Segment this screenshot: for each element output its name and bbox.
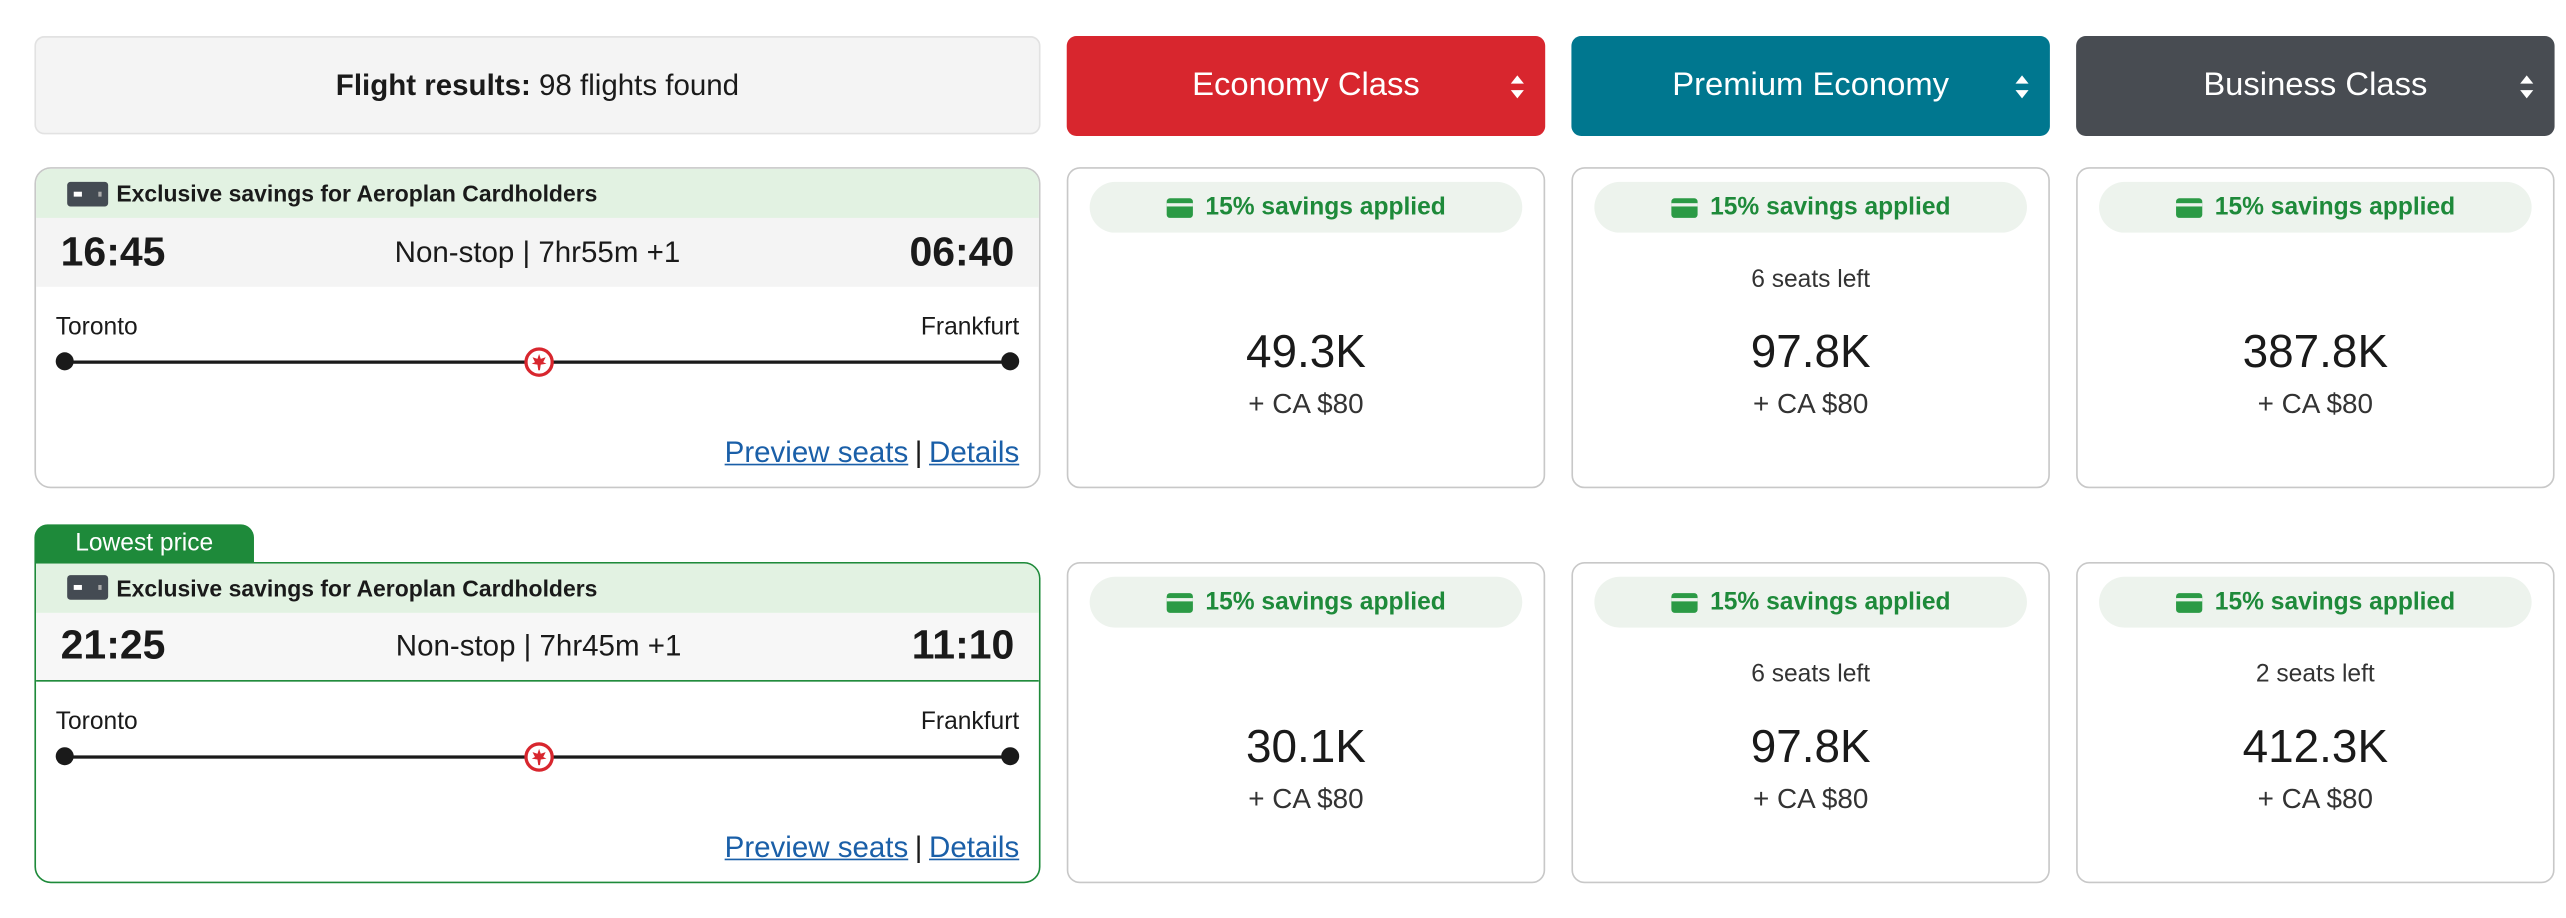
savings-badge: 15% savings applied: [2099, 181, 2532, 233]
origin-dot: [55, 352, 74, 371]
route: Toronto Frankfurt: [36, 682, 1039, 772]
fare-price: 97.8K: [1750, 326, 1871, 377]
seats-left: 6 seats left: [1751, 660, 1871, 689]
fare-business[interactable]: 15% savings applied 387.8K + CA $80: [2076, 167, 2555, 489]
savings-badge: 15% savings applied: [1089, 576, 1523, 628]
fare-price: 97.8K: [1750, 720, 1871, 772]
savings-badge: 15% savings applied: [2099, 576, 2532, 628]
results-label: Flight results:: [335, 68, 531, 101]
cabin-tab-label: Business Class: [2203, 67, 2428, 104]
credit-card-icon: [67, 575, 109, 600]
banner-text: Exclusive savings for Aeroplan Cardholde…: [116, 180, 598, 207]
credit-card-icon: [67, 181, 109, 206]
fare-economy[interactable]: 15% savings applied 30.1K + CA $80: [1066, 562, 1546, 884]
destination-city: Frankfurt: [920, 312, 1020, 341]
maple-leaf-icon: [524, 742, 554, 772]
arrival-time: 11:10: [911, 622, 1015, 669]
credit-card-icon: [1166, 592, 1193, 613]
fare-premium-economy[interactable]: 15% savings applied 6 seats left 97.8K +…: [1571, 167, 2050, 489]
savings-badge: 15% savings applied: [1089, 181, 1523, 233]
credit-card-icon: [2175, 197, 2202, 218]
cabin-tab-label: Economy Class: [1192, 67, 1420, 104]
flight-times: 21:25 Non-stop | 7hr45m +1 11:10: [36, 612, 1039, 682]
fare-taxes: + CA $80: [1248, 388, 1364, 420]
seats-left: 2 seats left: [2255, 660, 2375, 689]
flight-card[interactable]: Exclusive savings for Aeroplan Cardholde…: [34, 562, 1041, 884]
flight-links: Preview seats | Details: [724, 435, 1020, 469]
results-summary: Flight results: 98 flights found: [34, 36, 1041, 135]
cabin-tab-premium-economy[interactable]: Premium Economy: [1571, 36, 2050, 137]
fare-price: 30.1K: [1246, 720, 1366, 772]
origin-city: Toronto: [55, 707, 138, 736]
cabin-tab-business[interactable]: Business Class: [2076, 36, 2555, 137]
fare-price: 49.3K: [1246, 326, 1366, 377]
credit-card-icon: [1166, 197, 1193, 218]
cabin-tab-label: Premium Economy: [1672, 67, 1950, 104]
fare-taxes: + CA $80: [2257, 783, 2374, 815]
details-link[interactable]: Details: [929, 435, 1020, 469]
route: Toronto Frankfurt: [36, 287, 1039, 377]
flight-duration: Non-stop | 7hr55m +1: [394, 235, 681, 268]
maple-leaf-icon: [524, 347, 554, 377]
fare-price: 387.8K: [2242, 326, 2389, 377]
origin-dot: [55, 747, 74, 766]
cabin-tab-economy[interactable]: Economy Class: [1066, 36, 1546, 137]
destination-dot: [1001, 747, 1020, 766]
fare-premium-economy[interactable]: 15% savings applied 6 seats left 97.8K +…: [1571, 562, 2050, 884]
fare-economy[interactable]: 15% savings applied 49.3K + CA $80: [1066, 167, 1546, 489]
destination-city: Frankfurt: [920, 707, 1020, 736]
results-count: 98 flights found: [539, 68, 740, 101]
day-offset: +1: [646, 235, 681, 268]
fare-taxes: + CA $80: [1752, 388, 1869, 420]
fare-business[interactable]: 15% savings applied 2 seats left 412.3K …: [2076, 562, 2555, 884]
destination-dot: [1001, 352, 1020, 371]
seats-left: 6 seats left: [1751, 265, 1871, 294]
fare-taxes: + CA $80: [1248, 783, 1364, 815]
fare-taxes: + CA $80: [1752, 783, 1869, 815]
banner-text: Exclusive savings for Aeroplan Cardholde…: [116, 574, 598, 601]
savings-badge: 15% savings applied: [1594, 576, 2027, 628]
credit-card-icon: [1670, 592, 1697, 613]
origin-city: Toronto: [55, 312, 138, 341]
details-link[interactable]: Details: [929, 830, 1020, 864]
day-offset: +1: [647, 629, 682, 662]
flight-duration: Non-stop | 7hr45m +1: [395, 629, 682, 662]
credit-card-icon: [1670, 197, 1697, 218]
sort-arrows-icon: [2015, 74, 2029, 98]
departure-time: 21:25: [60, 622, 166, 669]
sort-arrows-icon: [2520, 74, 2534, 98]
lowest-price-tag: Lowest price: [34, 524, 254, 563]
credit-card-icon: [2175, 592, 2202, 613]
sort-arrows-icon: [1510, 74, 1524, 98]
preview-seats-link[interactable]: Preview seats: [724, 830, 909, 864]
cardholder-savings-banner: Exclusive savings for Aeroplan Cardholde…: [36, 168, 1039, 218]
preview-seats-link[interactable]: Preview seats: [724, 435, 909, 469]
cardholder-savings-banner: Exclusive savings for Aeroplan Cardholde…: [36, 563, 1039, 613]
flight-card[interactable]: Exclusive savings for Aeroplan Cardholde…: [34, 167, 1041, 489]
savings-badge: 15% savings applied: [1594, 181, 2027, 233]
fare-taxes: + CA $80: [2257, 388, 2374, 420]
fare-price: 412.3K: [2242, 720, 2389, 772]
arrival-time: 06:40: [909, 228, 1015, 275]
flight-links: Preview seats | Details: [724, 830, 1020, 864]
flight-times: 16:45 Non-stop | 7hr55m +1 06:40: [36, 217, 1039, 287]
departure-time: 16:45: [60, 228, 166, 275]
